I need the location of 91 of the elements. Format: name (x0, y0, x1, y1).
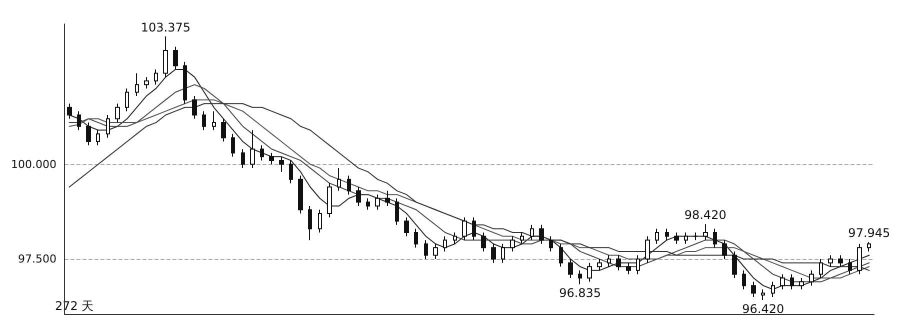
candlestick (616, 254, 621, 271)
candlestick (279, 156, 284, 172)
candlestick (722, 240, 727, 260)
candlestick (433, 243, 438, 260)
candlestick (472, 216, 476, 241)
candlestick (549, 236, 553, 252)
candlestick (385, 190, 390, 206)
candlestick (231, 133, 235, 158)
candlestick (443, 236, 447, 252)
candlestick (559, 243, 563, 268)
candlestick (221, 118, 226, 142)
candlestick (424, 240, 428, 260)
candlestick (530, 224, 534, 241)
candlestick (732, 250, 737, 278)
candlestick (751, 281, 756, 298)
candlestick (125, 88, 129, 112)
candlestick (587, 262, 592, 282)
candlestick (144, 76, 149, 89)
candlestick (106, 114, 110, 138)
candlestick (375, 194, 380, 210)
candlestick (96, 130, 100, 146)
candlestick (626, 262, 631, 275)
candlestick (395, 198, 399, 226)
candlestick (771, 281, 775, 298)
candlestick (655, 228, 659, 244)
candlestick (539, 224, 544, 244)
candlestick (86, 122, 91, 146)
candlestick (597, 258, 602, 271)
candlestick (684, 232, 688, 244)
candlestick (453, 232, 457, 244)
candlestick (713, 228, 717, 248)
candlestick (848, 258, 852, 275)
candlestick (703, 224, 708, 241)
annotation: 103.375 (140, 20, 190, 34)
candlestick (347, 175, 351, 196)
candlestick (77, 110, 81, 131)
candlestick (645, 236, 650, 264)
candlestick (828, 254, 833, 268)
candlestick (809, 270, 814, 286)
candlestick (202, 110, 206, 131)
candlestick (298, 175, 303, 214)
candlestick (857, 243, 862, 275)
candlestick (674, 232, 679, 244)
candlestick (867, 242, 871, 252)
annotation: 97.945 (848, 226, 890, 240)
candlestick (414, 228, 418, 248)
candlestick (665, 228, 669, 241)
candlestick (212, 110, 216, 131)
annotation: 96.420 (742, 302, 784, 316)
candlestick (742, 270, 746, 290)
candlestick (337, 168, 341, 192)
candlestick (607, 254, 611, 268)
candlestick (501, 243, 505, 264)
candlestick (356, 186, 361, 206)
annotation: 96.835 (559, 286, 602, 300)
candlestick (636, 254, 640, 275)
candlestick (318, 209, 322, 233)
candlestick (799, 277, 804, 290)
candlestick (510, 236, 515, 252)
candlestick (462, 216, 467, 241)
candlestick (366, 198, 370, 210)
candlestick (269, 152, 274, 165)
candlestick (481, 232, 486, 252)
candlestick (192, 96, 197, 120)
candlestick (115, 103, 120, 124)
candlestick (241, 148, 245, 169)
candlestick (67, 103, 72, 120)
y-tick-label: 97.500 (18, 252, 56, 266)
candlestick (327, 182, 332, 218)
candlestick (250, 130, 255, 169)
candlestick (183, 61, 187, 104)
candlestick (761, 288, 765, 300)
candlestick (568, 258, 573, 278)
candlestick (308, 205, 312, 241)
candlestick (780, 274, 785, 290)
candlestick (260, 144, 264, 161)
candlestick (173, 46, 178, 70)
candlestick (790, 274, 794, 290)
candlestick (819, 258, 823, 278)
candlestick (163, 36, 168, 78)
candlestick (135, 72, 139, 97)
annotation: 98.420 (684, 208, 726, 222)
candlestick (289, 160, 293, 184)
candlestick (838, 254, 843, 268)
candlestick (578, 270, 582, 285)
candlestick (154, 68, 158, 86)
y-tick-label: 100.000 (10, 158, 56, 171)
candlestick (404, 216, 409, 237)
candlestick (693, 232, 698, 241)
candlestick (520, 232, 524, 244)
candlestick (491, 243, 496, 264)
